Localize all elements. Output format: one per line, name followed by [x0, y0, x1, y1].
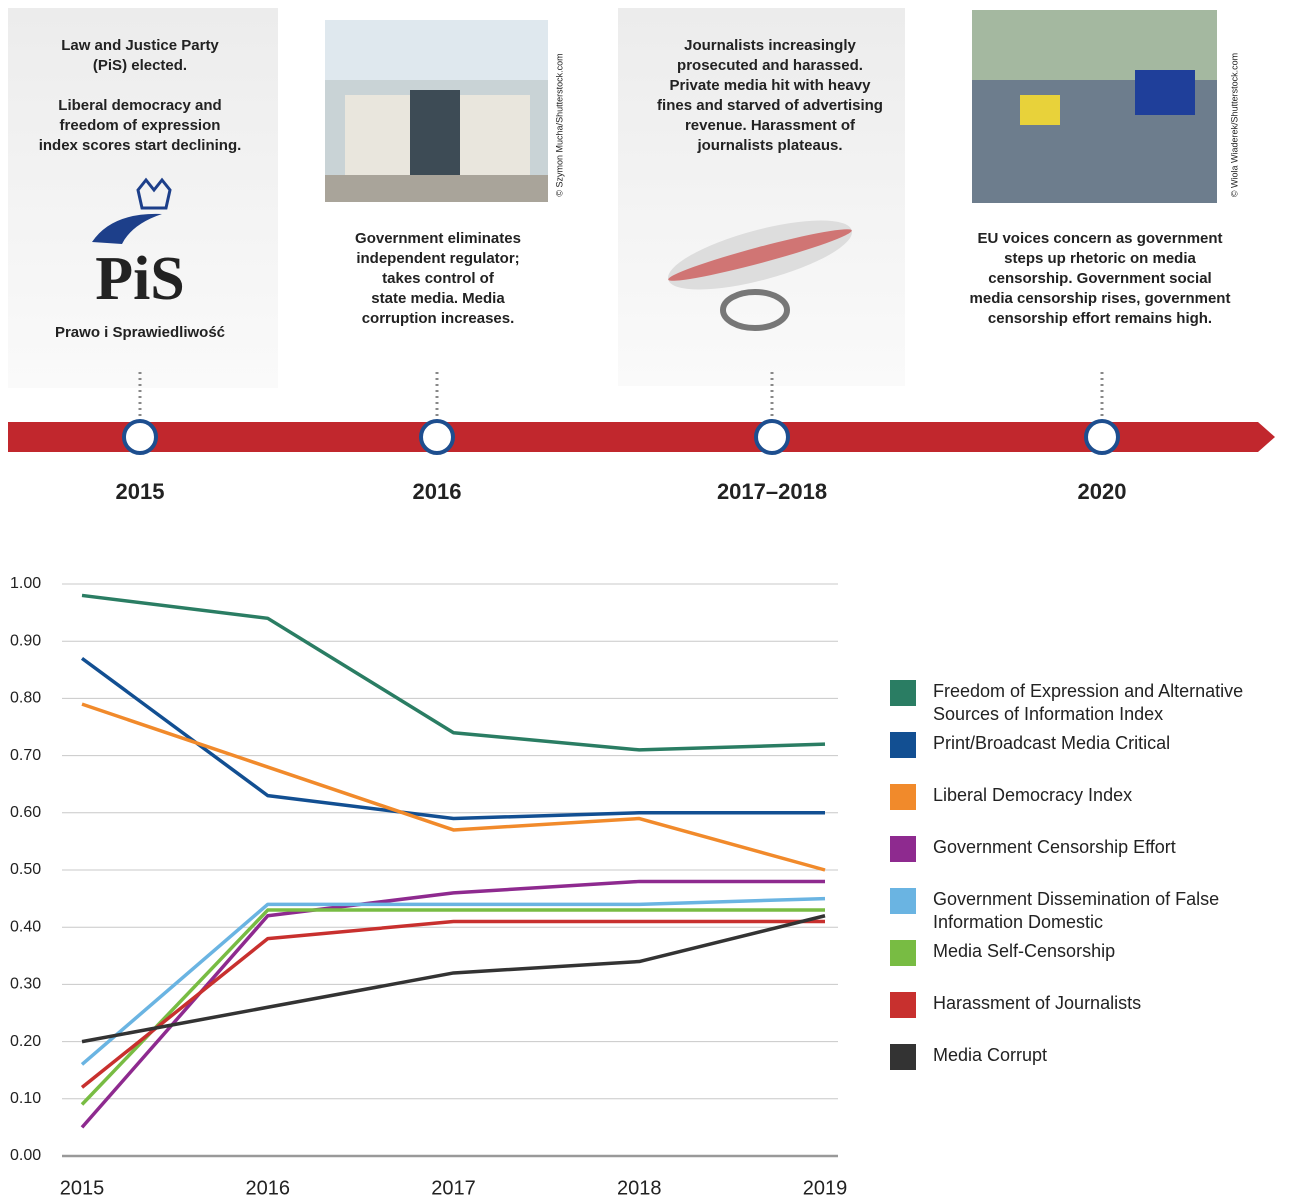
series-line	[82, 916, 825, 1042]
legend-label: Freedom of Expression and Alternative So…	[933, 680, 1293, 726]
legend-swatch	[890, 888, 916, 914]
year-label: 2016	[413, 479, 462, 504]
event-text: censorship effort remains high.	[988, 310, 1212, 327]
photo-statue	[410, 90, 460, 180]
y-tick-label: 0.40	[10, 918, 41, 935]
x-tick-label: 2019	[803, 1177, 848, 1199]
event-text: takes control of	[382, 270, 495, 287]
legend-item: Government Dissemination of False Inform…	[890, 888, 1295, 940]
series-line	[82, 910, 825, 1104]
y-tick-label: 0.80	[10, 690, 41, 707]
x-tick-label: 2018	[617, 1177, 662, 1199]
event-text: fines and starved of advertising	[657, 97, 883, 114]
legend-item: Media Corrupt	[890, 1044, 1295, 1096]
y-tick-label: 0.30	[10, 976, 41, 993]
event-text: (PiS) elected.	[93, 57, 187, 74]
legend-swatch	[890, 732, 916, 758]
legend-label: Liberal Democracy Index	[933, 784, 1293, 807]
legend-item: Print/Broadcast Media Critical	[890, 732, 1295, 784]
photo-sky	[325, 20, 548, 80]
legend-item: Harassment of Journalists	[890, 992, 1295, 1044]
series-line	[82, 921, 825, 1087]
legend-label: Government Censorship Effort	[933, 836, 1293, 859]
logo-mark: PiS	[95, 245, 185, 313]
series-line	[82, 704, 825, 870]
legend-label: Harassment of Journalists	[933, 992, 1293, 1015]
event-text: independent regulator;	[356, 250, 519, 267]
logo-name: Prawo i Sprawiedliwość	[55, 324, 225, 341]
series-line	[82, 658, 825, 818]
legend: Freedom of Expression and Alternative So…	[890, 680, 1295, 1096]
event-text: Private media hit with heavy	[670, 77, 872, 94]
event-text: media censorship rises, government	[970, 290, 1231, 307]
legend-swatch	[890, 784, 916, 810]
event-text: corruption increases.	[362, 310, 515, 327]
event-text: steps up rhetoric on media	[1004, 250, 1196, 267]
legend-label: Government Dissemination of False Inform…	[933, 888, 1293, 934]
photo-flag	[1135, 70, 1195, 115]
event-text: prosecuted and harassed.	[677, 57, 863, 74]
year-label: 2020	[1078, 479, 1127, 504]
photo-sign	[1020, 95, 1060, 125]
photo-credit: © Wiola Wiaderek/Shutterstock.com	[1229, 53, 1239, 197]
series-line	[82, 881, 825, 1127]
event-text: Law and Justice Party	[61, 37, 219, 54]
event-text: freedom of expression	[60, 117, 221, 134]
timeline-node	[1086, 421, 1118, 453]
timeline-node	[756, 421, 788, 453]
legend-swatch	[890, 836, 916, 862]
photo-ground	[325, 175, 548, 202]
y-tick-label: 1.00	[10, 575, 41, 592]
legend-swatch	[890, 940, 916, 966]
legend-item: Media Self-Censorship	[890, 940, 1295, 992]
event-text: Government eliminates	[355, 230, 521, 247]
legend-item: Freedom of Expression and Alternative So…	[890, 680, 1295, 732]
y-tick-label: 0.60	[10, 804, 41, 821]
timeline-node	[421, 421, 453, 453]
photo-trees	[972, 10, 1217, 80]
page: Law and Justice Party (PiS) elected. Liber…	[0, 0, 1299, 1201]
photo-credit: © Szymon Mucha/Shutterstock.com	[554, 53, 564, 196]
y-tick-label: 0.10	[10, 1090, 41, 1107]
event-text: state media. Media	[371, 290, 505, 307]
x-tick-label: 2016	[246, 1177, 291, 1199]
legend-label: Media Self-Censorship	[933, 940, 1293, 963]
y-tick-label: 0.50	[10, 861, 41, 878]
event-text: censorship. Government social	[988, 270, 1211, 287]
legend-swatch	[890, 992, 916, 1018]
x-tick-label: 2015	[60, 1177, 105, 1199]
y-tick-label: 0.00	[10, 1147, 41, 1164]
series-line	[82, 899, 825, 1065]
y-tick-label: 0.90	[10, 632, 41, 649]
x-tick-label: 2017	[431, 1177, 476, 1199]
y-tick-label: 0.20	[10, 1033, 41, 1050]
event-text: Liberal democracy and	[58, 97, 221, 114]
legend-item: Liberal Democracy Index	[890, 784, 1295, 836]
timeline-node	[124, 421, 156, 453]
legend-swatch	[890, 680, 916, 706]
event-text: Journalists increasingly	[684, 37, 856, 54]
y-tick-label: 0.70	[10, 747, 41, 764]
legend-item: Government Censorship Effort	[890, 836, 1295, 888]
year-label: 2015	[116, 479, 165, 504]
legend-swatch	[890, 1044, 916, 1070]
series-line	[82, 595, 825, 749]
year-label: 2017–2018	[717, 479, 827, 504]
event-text: EU voices concern as government	[977, 230, 1222, 247]
event-text: revenue. Harassment of	[685, 117, 856, 134]
event-text: journalists plateaus.	[696, 137, 842, 154]
legend-label: Print/Broadcast Media Critical	[933, 732, 1293, 755]
event-text: index scores start declining.	[39, 137, 242, 154]
legend-label: Media Corrupt	[933, 1044, 1293, 1067]
